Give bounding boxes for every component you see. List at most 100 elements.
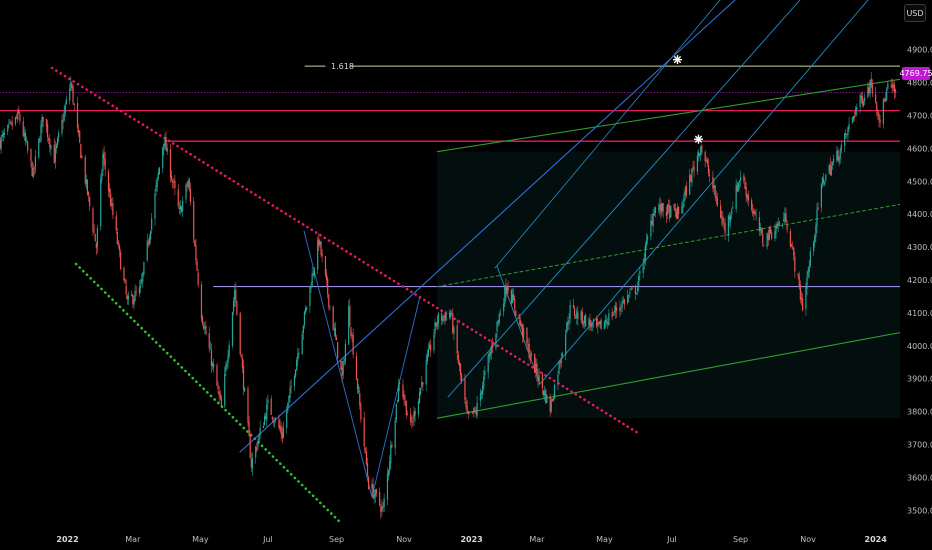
candle-body [194,240,196,247]
candle-body [763,244,765,246]
candle-body [363,417,365,447]
candle-body [275,418,277,421]
candle-body [753,211,755,214]
channel-line-2 [539,0,869,385]
candle-body [420,387,422,395]
candle-body [227,355,229,363]
candle-body [712,176,714,189]
candle-body [433,334,435,351]
candle-body [620,308,622,309]
candle-body [216,365,218,386]
candle-body [745,186,747,197]
candle-body [452,313,454,333]
candle-body [382,506,384,508]
candle-body [568,320,570,324]
candle-body [829,164,831,175]
candle-body [104,158,106,170]
candle-body [64,105,66,113]
candle-body [794,256,796,272]
candle-body [386,473,389,500]
candle-body [777,223,779,227]
candle-body [831,162,834,166]
candle-body [116,232,118,244]
candle-body [530,353,532,357]
candle-body [761,229,763,233]
candle-body [218,391,220,396]
candle-body [333,328,335,331]
price-tick-label: 4400.00 [907,210,932,219]
candle-body [815,225,817,237]
candle-body [107,171,110,191]
candle-body [418,392,421,404]
candle-body [797,273,799,277]
candle-body [390,445,392,464]
candle-body [801,298,804,311]
candle-body [350,326,352,336]
candle-body [731,209,733,215]
candle-body [389,461,391,472]
candle-body [546,395,548,404]
price-tick-label: 4700.00 [907,112,932,121]
candle-body [650,220,652,237]
candle-body [412,421,414,423]
candle-body [383,498,385,507]
candle-body [219,394,221,399]
candle-body [132,295,134,304]
candle-body [612,314,614,315]
time-tick-label: May [596,535,613,544]
candle-body [138,286,141,294]
candle-body [414,410,416,416]
candle-body [217,385,219,390]
candle-body [723,223,725,225]
candle-body [575,316,577,318]
candle-body [155,185,157,192]
candle-body [120,252,122,270]
candle-body [248,421,250,437]
candle-body [380,506,382,512]
candle-body [808,265,810,272]
candle-body [879,119,881,123]
candle-body [317,239,319,270]
candle-body [583,315,586,324]
candle-body [56,137,59,146]
candle-body [643,258,645,264]
regression-lower [436,332,901,419]
candle-body [891,84,893,89]
candle-body [135,291,137,293]
candle-body [869,79,871,94]
candle-body [41,116,43,127]
candle-body [581,311,583,324]
candle-body [637,287,639,292]
candle-body [565,333,567,356]
candle-body [85,179,87,184]
candle-body [87,192,90,196]
candle-body [186,185,188,186]
candle-body [862,101,865,106]
candle-body [318,237,320,246]
price-tick-label: 4800.00 [907,79,932,88]
candle-body [545,389,547,403]
time-axis[interactable]: 2022 Mar May Jul Sep Nov 2023 Mar May Jul Sep Nov 20… [0,530,932,550]
candle-body [103,152,105,159]
candle-body [342,361,344,375]
candle-body [188,179,190,190]
candle-body [49,138,51,148]
candle-body [722,216,724,224]
candle-body [458,362,461,366]
candle-body [70,81,72,89]
candle-body [115,216,117,231]
candle-body [327,278,329,295]
candle-body [165,136,167,151]
candle-body [394,420,396,449]
price-axis[interactable]: 3500.00 3600.00 3700.00 3800.00 3900.00 4000.… [900,0,932,550]
candle-body [630,288,632,290]
candle-body [179,205,182,210]
candle-body [147,242,149,244]
candle-body [50,145,52,150]
candle-body [143,261,145,275]
candle-body [488,353,490,357]
candle-body [600,319,602,330]
currency-button[interactable]: USD [904,4,926,22]
price-tick-label: 4500.00 [907,177,932,186]
